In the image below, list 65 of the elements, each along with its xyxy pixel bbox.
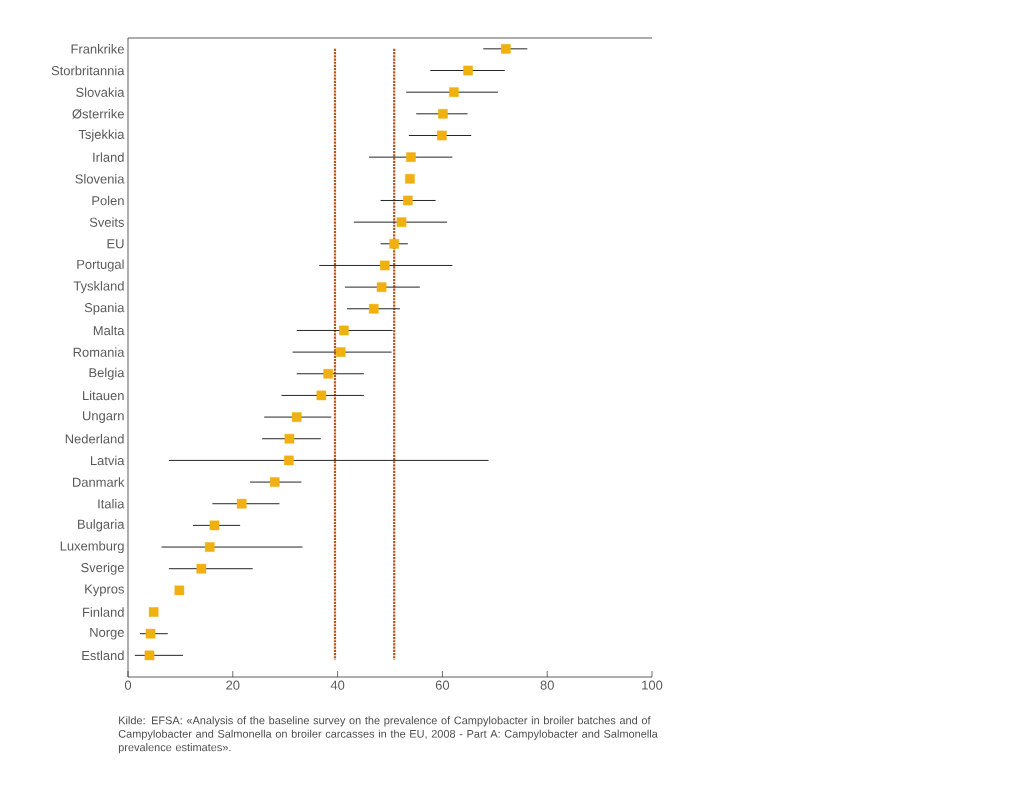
point bbox=[405, 174, 415, 184]
x-tick-label: 20 bbox=[226, 680, 240, 690]
point bbox=[389, 238, 399, 249]
y-tick-label: Italia bbox=[98, 498, 125, 509]
y-tick-label: Slovenia bbox=[75, 174, 125, 184]
point bbox=[174, 585, 185, 596]
y-tick-label: Luxemburg bbox=[60, 541, 124, 554]
point bbox=[406, 152, 416, 162]
point bbox=[376, 282, 387, 292]
point bbox=[236, 498, 247, 509]
x-tick-label: 100 bbox=[642, 680, 663, 690]
point bbox=[316, 390, 327, 401]
point bbox=[145, 628, 156, 639]
point bbox=[368, 303, 379, 314]
point bbox=[196, 563, 207, 574]
y-tick-label: Sveits bbox=[89, 217, 125, 227]
y-tick-label: Portugal bbox=[77, 259, 124, 272]
point bbox=[148, 607, 159, 617]
point bbox=[339, 325, 349, 336]
y-tick-label: Malta bbox=[93, 325, 125, 336]
y-tick-label: Estland bbox=[82, 650, 124, 661]
point bbox=[438, 109, 448, 119]
point bbox=[335, 347, 346, 357]
y-tick-label: Ungarn bbox=[83, 411, 124, 423]
y-tick-label: Bulgaria bbox=[78, 519, 125, 532]
point bbox=[379, 260, 390, 271]
text: Kilde: EFSA: «Analysis of the baseline survey on the prevalence of Campylobacter in broiler batches and of Campylobacter and Salmonella on broiler carcasses in the EU, 2008 - Part A: Campylobacter and Salmonella prevalence estimates». bbox=[118, 716, 658, 754]
y-tick-label: EU bbox=[107, 239, 124, 249]
y-tick-label: Belgia bbox=[89, 367, 125, 380]
x-tick-label: 0 bbox=[124, 680, 132, 690]
point bbox=[291, 412, 302, 422]
y-tick-label: Latvia bbox=[90, 455, 125, 466]
x-tick-label: 40 bbox=[330, 680, 345, 690]
x-tick-label: 60 bbox=[435, 680, 450, 690]
point bbox=[501, 44, 511, 54]
y-tick-label: Spania bbox=[84, 302, 125, 315]
y-tick-label: Sverige bbox=[81, 562, 124, 575]
point bbox=[396, 217, 407, 227]
y-tick-label: Romania bbox=[73, 347, 125, 357]
y-tick-label: Storbritannia bbox=[51, 65, 125, 76]
y-tick-label: Danmark bbox=[73, 477, 125, 487]
y-tick-label: Finland bbox=[83, 607, 124, 617]
point bbox=[284, 433, 295, 444]
point bbox=[323, 368, 333, 379]
y-tick-label: Polen bbox=[92, 195, 124, 206]
point bbox=[209, 520, 220, 531]
point bbox=[403, 195, 413, 206]
y-tick-label: Tsjekkia bbox=[78, 129, 125, 142]
point bbox=[437, 130, 447, 141]
point bbox=[144, 650, 155, 661]
x-tick-label: 80 bbox=[540, 680, 554, 690]
y-tick-label: Frankrike bbox=[71, 44, 124, 54]
point bbox=[284, 455, 294, 466]
y-tick-label: Litauen bbox=[83, 390, 124, 401]
point bbox=[204, 542, 215, 552]
y-tick-label: Tyskland bbox=[73, 281, 124, 294]
y-tick-label: Irland bbox=[93, 152, 124, 162]
point bbox=[463, 65, 473, 76]
point bbox=[449, 87, 459, 97]
y-tick-label: Nederland bbox=[65, 433, 124, 444]
y-tick-label: Kypros bbox=[85, 584, 125, 597]
point bbox=[269, 477, 280, 487]
y-tick-label: Slovakia bbox=[76, 87, 125, 97]
y-tick-label: Norge bbox=[90, 627, 124, 640]
y-tick-label: Østerrike bbox=[72, 108, 124, 119]
